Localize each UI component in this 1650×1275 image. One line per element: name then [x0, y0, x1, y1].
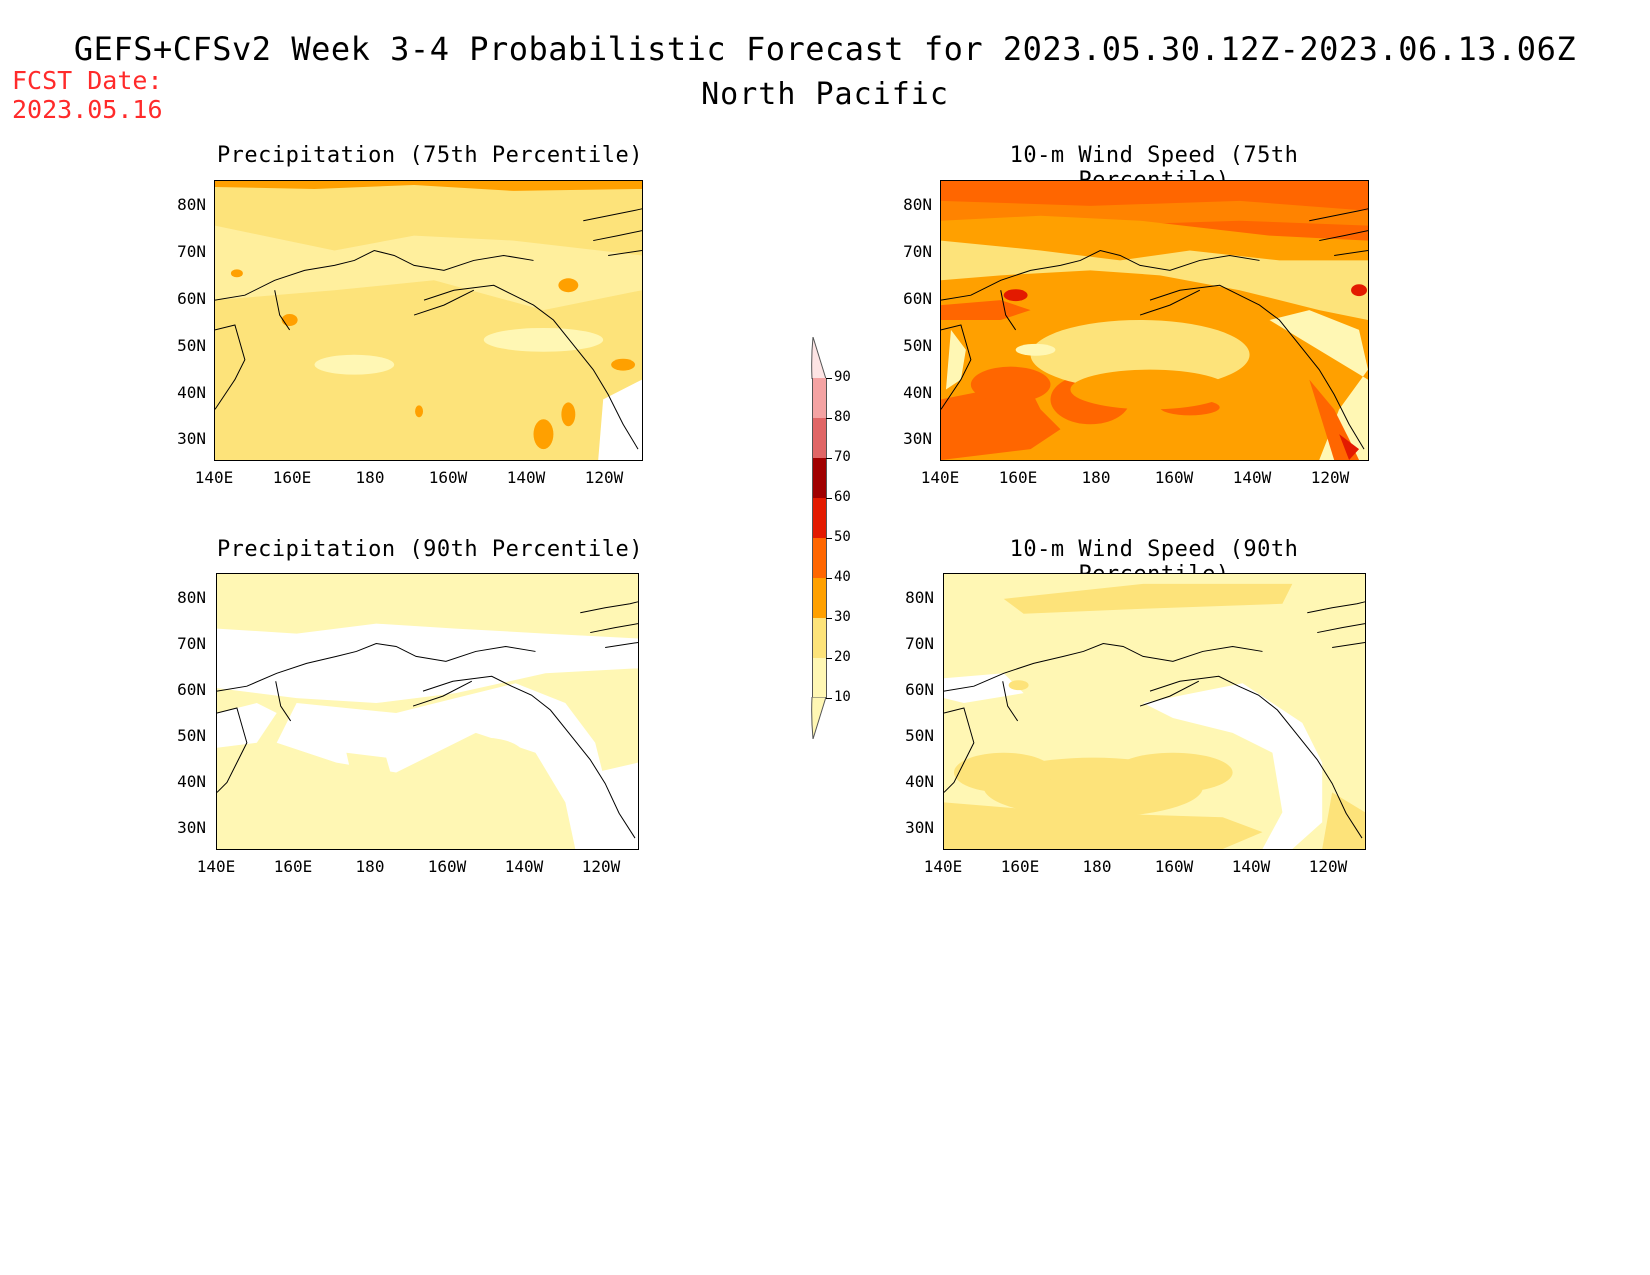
lat-label: 80N [903, 195, 932, 214]
lon-label: 180 [355, 857, 385, 876]
lon-label: 160W [428, 468, 468, 487]
lat-label: 60N [905, 680, 934, 699]
colorbar-label: 50 [834, 529, 851, 545]
colorbar-tick [826, 658, 832, 659]
fcst-date-value: 2023.05.16 [12, 95, 163, 124]
lat-label: 30N [903, 429, 932, 448]
lat-label: 40N [903, 383, 932, 402]
lon-label: 180 [1082, 857, 1112, 876]
colorbar-label: 70 [834, 449, 851, 465]
colorbar-top-cap [811, 337, 827, 379]
map-wind-75 [940, 180, 1369, 461]
lat-label: 80N [177, 588, 206, 607]
lon-label: 140W [506, 468, 546, 487]
fcst-date-block: FCST Date: 2023.05.16 [12, 66, 163, 124]
colorbar-label: 60 [834, 489, 851, 505]
map-precip-75 [214, 180, 643, 461]
lat-label: 70N [177, 634, 206, 653]
colorbar-label: 30 [834, 609, 851, 625]
lat-label: 80N [905, 588, 934, 607]
lon-label: 140W [504, 857, 544, 876]
colorbar-tick [826, 618, 832, 619]
lat-label: 60N [177, 289, 206, 308]
map-precip-90 [216, 573, 639, 850]
lat-label: 50N [177, 726, 206, 745]
lon-label: 160E [998, 468, 1038, 487]
lat-label: 30N [177, 818, 206, 837]
panel-title-precip-90: Precipitation (90th Percentile) [216, 537, 644, 562]
colorbar-tick [826, 538, 832, 539]
lat-label: 70N [177, 242, 206, 261]
lon-label: 140E [920, 468, 960, 487]
lon-label: 120W [1308, 857, 1348, 876]
lat-label: 60N [903, 289, 932, 308]
lat-label: 40N [905, 772, 934, 791]
colorbar-label: 20 [834, 649, 851, 665]
lon-label: 140E [923, 857, 963, 876]
colorbar-label: 40 [834, 569, 851, 585]
colorbar-segment-40 [812, 578, 827, 618]
lon-label: 180 [355, 468, 385, 487]
colorbar-segment-20 [812, 658, 827, 698]
colorbar-segment-60 [812, 498, 827, 538]
lon-label: 140W [1231, 857, 1271, 876]
colorbar-tick [826, 578, 832, 579]
colorbar-tick [826, 498, 832, 499]
lat-label: 30N [177, 429, 206, 448]
lon-label: 180 [1081, 468, 1111, 487]
lat-label: 40N [177, 383, 206, 402]
lon-label: 160E [272, 468, 312, 487]
colorbar-segment-50 [812, 538, 827, 578]
lat-label: 60N [177, 680, 206, 699]
lat-label: 70N [905, 634, 934, 653]
colorbar-tick [826, 458, 832, 459]
figure-title: GEFS+CFSv2 Week 3-4 Probabilistic Foreca… [73, 30, 1577, 68]
lon-label: 160W [1154, 468, 1194, 487]
lon-label: 120W [1310, 468, 1350, 487]
lat-label: 30N [905, 818, 934, 837]
map-wind-90 [943, 573, 1366, 850]
lon-label: 140E [196, 857, 236, 876]
colorbar-segment-70 [812, 458, 827, 498]
colorbar-tick [826, 698, 832, 699]
colorbar-segment-90 [812, 378, 827, 418]
colorbar-segment-30 [812, 618, 827, 658]
colorbar-segment-80 [812, 418, 827, 458]
lon-label: 120W [581, 857, 621, 876]
lon-label: 140E [194, 468, 234, 487]
colorbar-tick [826, 418, 832, 419]
panel-title-precip-75: Precipitation (75th Percentile) [216, 143, 644, 168]
lon-label: 160E [273, 857, 313, 876]
colorbar-label: 10 [834, 689, 851, 705]
lat-label: 50N [177, 336, 206, 355]
lon-label: 160W [1154, 857, 1194, 876]
lat-label: 50N [903, 336, 932, 355]
lon-label: 120W [584, 468, 624, 487]
lon-label: 140W [1232, 468, 1272, 487]
fcst-date-label: FCST Date: [12, 66, 163, 95]
lat-label: 80N [177, 195, 206, 214]
lat-label: 40N [177, 772, 206, 791]
lat-label: 70N [903, 242, 932, 261]
lat-label: 50N [905, 726, 934, 745]
colorbar-bottom-cap [811, 697, 827, 739]
lon-label: 160W [427, 857, 467, 876]
colorbar-label: 80 [834, 409, 851, 425]
colorbar-label: 90 [834, 369, 851, 385]
lon-label: 160E [1000, 857, 1040, 876]
figure-subtitle: North Pacific [701, 77, 949, 112]
colorbar-tick [826, 378, 832, 379]
